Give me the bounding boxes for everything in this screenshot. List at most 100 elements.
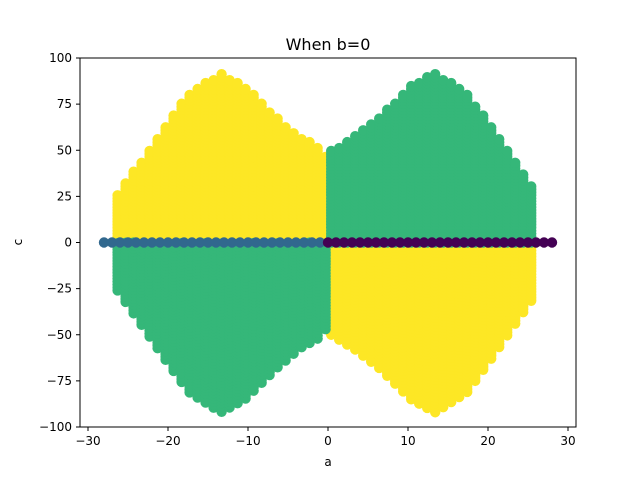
data-point — [518, 169, 529, 180]
data-point — [248, 89, 259, 101]
data-point — [160, 122, 171, 133]
y-tick-label: −50 — [47, 328, 72, 342]
data-point — [442, 237, 454, 248]
data-point — [450, 237, 462, 248]
data-point — [224, 74, 235, 86]
data-point — [386, 237, 398, 248]
data-point — [410, 237, 422, 248]
data-point — [398, 89, 409, 101]
data-point — [240, 83, 251, 95]
data-point — [370, 237, 382, 248]
data-point — [152, 133, 163, 145]
data-point — [494, 133, 505, 145]
data-point — [546, 237, 558, 248]
data-point — [290, 237, 302, 248]
data-point — [202, 237, 214, 248]
data-point — [506, 237, 518, 248]
y-tick-label: −100 — [39, 420, 72, 434]
series-1 — [112, 69, 537, 418]
data-point — [530, 237, 542, 248]
data-point — [176, 98, 187, 109]
data-point — [458, 237, 470, 248]
data-point — [314, 237, 326, 248]
data-point — [414, 77, 425, 89]
data-point — [272, 113, 283, 124]
y-axis-label: c — [11, 239, 25, 246]
data-point — [106, 237, 118, 248]
data-point — [136, 157, 147, 168]
x-tick-label: −30 — [75, 434, 100, 448]
x-tick-label: −10 — [235, 434, 260, 448]
data-point — [296, 133, 307, 145]
data-point — [282, 237, 294, 248]
y-tick-label: −75 — [47, 374, 72, 388]
data-point — [438, 74, 449, 86]
data-point — [312, 142, 323, 154]
data-point — [430, 69, 441, 80]
data-point — [288, 128, 299, 139]
data-point — [378, 237, 390, 248]
data-point — [406, 80, 417, 92]
x-tick-label: 10 — [400, 434, 415, 448]
data-point — [128, 166, 139, 177]
data-point — [184, 89, 195, 101]
x-tick-label: 30 — [560, 434, 575, 448]
data-point — [192, 83, 203, 95]
plot-area — [98, 69, 558, 418]
y-tick-label: 0 — [64, 236, 72, 250]
data-point — [232, 77, 243, 89]
data-point — [264, 107, 275, 118]
data-point — [434, 237, 446, 248]
data-point — [122, 237, 134, 248]
x-tick-label: 20 — [480, 434, 495, 448]
y-tick-label: 25 — [57, 189, 72, 203]
data-point — [304, 136, 315, 148]
data-point — [162, 237, 174, 248]
chart-title: When b=0 — [286, 35, 371, 54]
data-point — [256, 98, 267, 109]
data-point — [274, 237, 286, 248]
x-axis-label: a — [324, 455, 331, 469]
data-point — [334, 142, 345, 154]
data-point — [130, 237, 142, 248]
data-point — [350, 131, 361, 142]
data-point — [298, 237, 310, 248]
data-point — [358, 125, 369, 136]
data-point — [98, 237, 110, 248]
data-point — [226, 237, 238, 248]
y-tick-label: −25 — [47, 282, 72, 296]
data-point — [168, 110, 179, 121]
data-point — [326, 145, 337, 157]
data-point — [490, 237, 502, 248]
series-0-region-0 — [112, 69, 331, 248]
data-point — [208, 74, 219, 86]
series-1-region-0 — [326, 69, 537, 248]
data-point — [394, 237, 406, 248]
data-point — [454, 83, 465, 95]
data-point — [216, 69, 227, 80]
data-point — [218, 237, 230, 248]
data-point — [426, 237, 438, 248]
series-0-region-1 — [326, 237, 537, 418]
data-point — [266, 237, 278, 248]
data-point — [366, 119, 377, 130]
data-point — [462, 89, 473, 101]
data-point — [338, 237, 350, 248]
data-point — [538, 237, 550, 248]
x-tick-label: 0 — [324, 434, 332, 448]
data-point — [146, 237, 158, 248]
data-point — [258, 237, 270, 248]
data-point — [362, 237, 374, 248]
y-tick-label: 100 — [49, 51, 72, 65]
data-point — [154, 237, 166, 248]
data-point — [374, 113, 385, 124]
data-point — [510, 157, 521, 168]
data-point — [514, 237, 526, 248]
series-1-region-1 — [112, 237, 331, 418]
data-point — [280, 122, 291, 133]
data-point — [390, 98, 401, 109]
data-point — [418, 237, 430, 248]
data-point — [474, 237, 486, 248]
